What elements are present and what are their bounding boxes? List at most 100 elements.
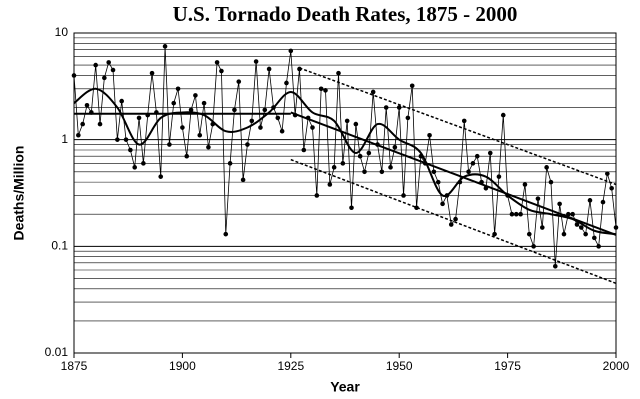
data-point xyxy=(167,142,172,147)
data-point xyxy=(535,196,541,201)
data-point xyxy=(574,222,580,227)
data-point xyxy=(336,70,341,76)
data-point xyxy=(288,48,294,54)
data-point xyxy=(349,205,354,211)
data-point xyxy=(509,211,515,217)
data-point xyxy=(123,137,129,142)
data-point xyxy=(427,132,432,138)
data-point xyxy=(605,171,610,176)
data-point xyxy=(392,144,398,150)
data-point xyxy=(331,165,337,170)
data-point xyxy=(383,105,389,110)
data-point xyxy=(340,161,346,166)
data-point xyxy=(219,68,224,74)
x-tick-label: 1925 xyxy=(277,359,304,373)
data-point xyxy=(314,193,320,198)
data-point xyxy=(132,165,138,170)
y-tick-label: 1 xyxy=(61,132,68,146)
data-point xyxy=(171,100,177,106)
y-tick-label: 10 xyxy=(55,25,69,39)
data-point xyxy=(279,128,285,134)
data-point xyxy=(600,199,606,205)
data-point xyxy=(240,177,246,183)
x-tick-label: 1975 xyxy=(494,359,521,373)
data-point xyxy=(119,98,124,104)
data-point xyxy=(388,165,393,170)
x-tick-label: 1900 xyxy=(169,359,196,373)
data-point xyxy=(353,121,359,127)
data-point xyxy=(193,93,198,98)
data-point xyxy=(544,165,549,170)
data-point xyxy=(206,144,211,150)
data-point xyxy=(110,67,116,73)
y-tick-label: 0.1 xyxy=(51,239,68,253)
bound-line xyxy=(290,158,617,285)
data-point xyxy=(188,107,194,113)
data-point xyxy=(613,225,619,230)
data-point xyxy=(518,211,523,217)
data-point xyxy=(197,132,203,138)
x-axis-title: Year xyxy=(330,379,360,395)
data-point xyxy=(561,231,567,237)
data-point xyxy=(366,150,372,156)
data-point xyxy=(141,161,146,166)
data-point xyxy=(579,225,584,230)
data-point xyxy=(180,125,185,130)
data-point xyxy=(227,161,233,166)
x-tick-label: 1875 xyxy=(61,359,88,373)
data-point xyxy=(583,231,588,237)
data-point xyxy=(201,100,207,106)
plot-frame xyxy=(73,32,617,354)
data-point xyxy=(262,107,268,113)
data-point xyxy=(414,205,419,211)
data-point xyxy=(492,231,497,237)
data-point xyxy=(318,86,324,92)
x-tick-label: 2000 xyxy=(603,359,630,373)
data-point xyxy=(470,161,476,166)
data-point xyxy=(93,62,98,68)
data-point xyxy=(539,225,545,230)
data-point xyxy=(522,182,528,187)
data-point xyxy=(557,201,562,207)
data-point xyxy=(362,169,367,175)
data-point xyxy=(162,44,168,49)
data-point xyxy=(310,125,315,130)
data-point xyxy=(448,222,454,227)
data-point xyxy=(184,153,190,159)
data-point xyxy=(253,59,259,64)
data-point xyxy=(379,169,385,175)
data-point xyxy=(301,147,307,153)
data-point xyxy=(158,174,164,179)
y-tick-label: 0.01 xyxy=(45,345,69,359)
data-point xyxy=(496,174,502,179)
data-point xyxy=(513,211,519,217)
data-point xyxy=(587,198,593,203)
data-line xyxy=(73,46,617,267)
data-point xyxy=(97,121,103,127)
data-point xyxy=(84,102,90,108)
data-point xyxy=(275,115,281,121)
data-point xyxy=(409,83,415,89)
data-point xyxy=(175,86,181,92)
data-point xyxy=(401,193,406,198)
data-point xyxy=(136,115,142,121)
data-point xyxy=(357,153,363,159)
data-point xyxy=(327,182,333,187)
data-point xyxy=(223,231,229,237)
data-point xyxy=(344,118,350,124)
data-point xyxy=(592,235,597,241)
data-point xyxy=(284,80,289,86)
data-point xyxy=(609,185,614,191)
data-point xyxy=(245,142,250,147)
data-point xyxy=(258,125,263,130)
data-point xyxy=(396,105,402,110)
data-point xyxy=(500,112,506,118)
data-point xyxy=(466,169,471,175)
x-tick-label: 1950 xyxy=(386,359,413,373)
data-point xyxy=(214,60,220,65)
data-point xyxy=(149,70,155,76)
data-point xyxy=(76,132,81,138)
data-point xyxy=(323,88,328,93)
data-point xyxy=(440,201,445,207)
